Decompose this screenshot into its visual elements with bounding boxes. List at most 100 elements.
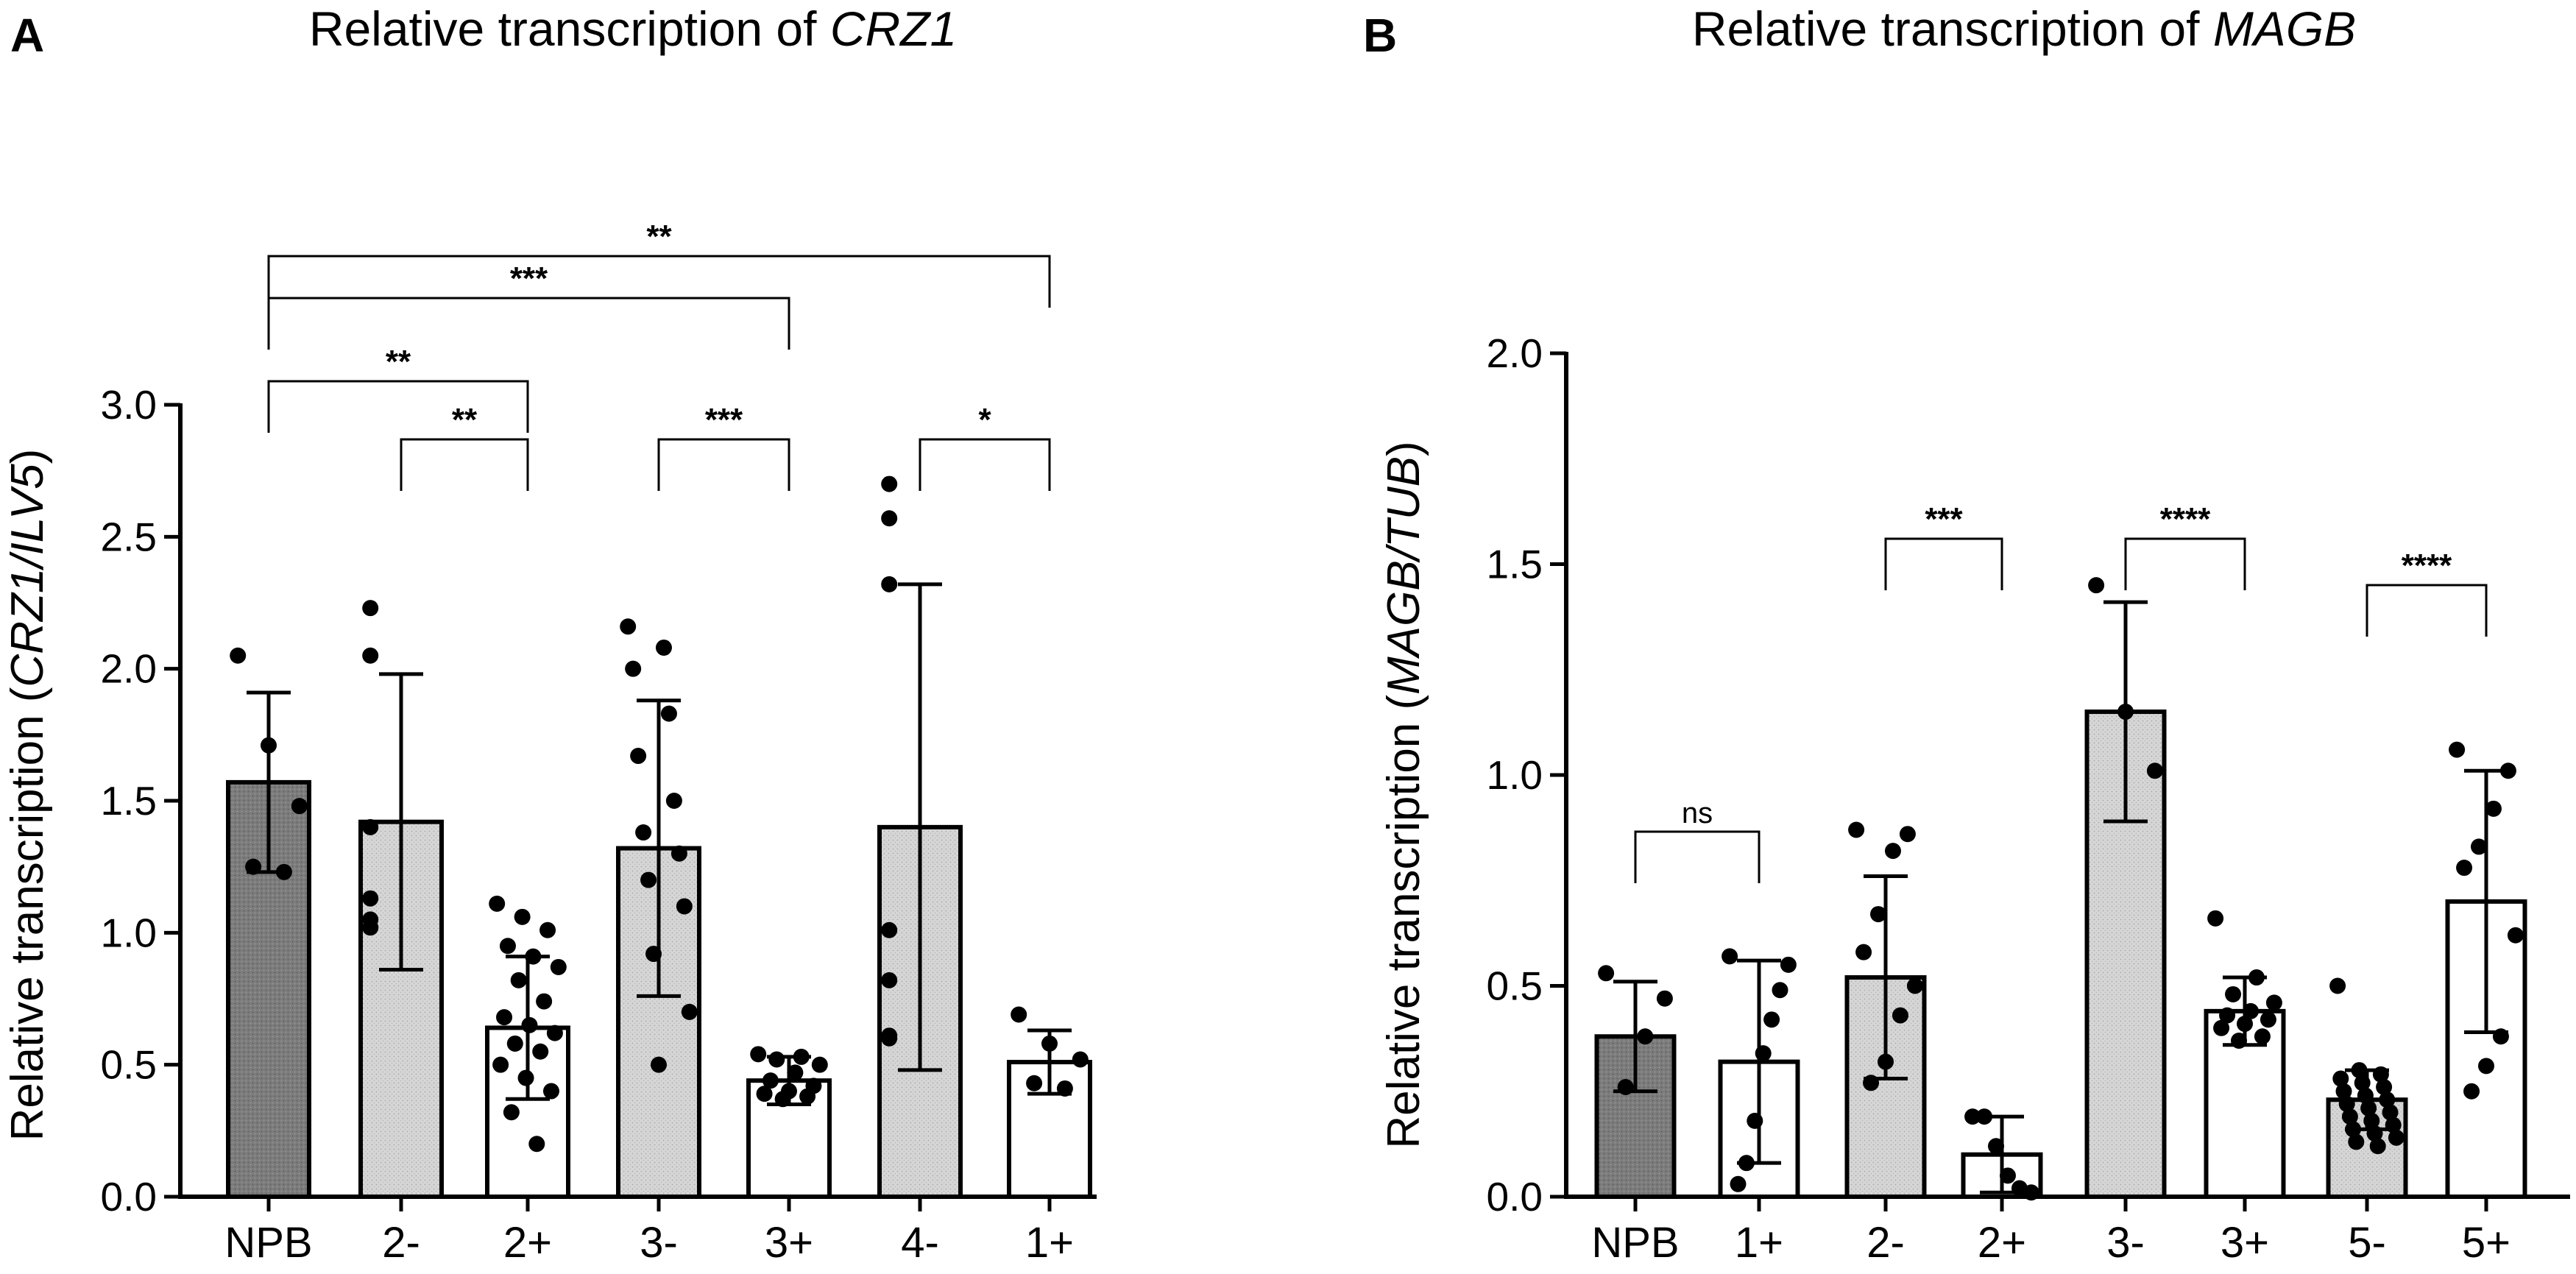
panel-a-point-2-17 [528,1136,545,1153]
panel-b-point-6-18 [2348,1133,2365,1150]
panel-b-point-2-1 [1899,826,1916,843]
panel-a-ytick-label-2: 1.0 [101,910,157,955]
panel-a-category-label-5: 4- [901,1219,939,1267]
panel-a-point-2-4 [525,948,542,965]
panel-b-ylabel-ratio: MAGB/TUB [1379,456,1429,695]
panel-b-point-6-5 [2376,1079,2393,1096]
panel-a-title-gene: CRZ1 [830,1,957,56]
panel-b-point-5-5 [2219,1007,2236,1024]
panel-b-point-7-0 [2449,741,2466,758]
panel-a-ytick-label-6: 3.0 [101,382,157,428]
panel-b-point-5-6 [2260,1011,2276,1028]
panel-b-point-6-1 [2351,1062,2368,1079]
panel-b-point-2-2 [1884,843,1901,860]
panel-a-point-5-3 [881,921,898,938]
panel-a-sig-label-3: ** [452,402,478,438]
panel-a-point-2-13 [492,1056,509,1073]
panel-b-category-label-0: NPB [1591,1219,1679,1267]
panel-a-point-3-3 [660,705,677,722]
panel-b-point-0-1 [1656,990,1673,1007]
panel-b-point-6-9 [2338,1095,2355,1112]
panel-a-point-5-1 [881,510,898,527]
panel-a-point-4-3 [811,1056,828,1073]
panel-b-point-5-4 [2242,1002,2259,1019]
panel-b-point-2-8 [1863,1075,1880,1091]
panel-b-point-7-8 [2463,1083,2480,1100]
panel-b-point-6-11 [2382,1104,2399,1121]
panel-b-point-5-2 [2225,985,2242,1002]
panel-b-point-0-2 [1637,1028,1654,1045]
panel-a-ytick-label-0: 0.0 [101,1174,157,1220]
panel-a-point-1-0 [362,600,379,617]
panel-a-title: Relative transcription of CRZ1 [309,1,957,56]
panel-b-sig-label-0: ns [1682,797,1713,829]
panel-a-point-3-11 [681,1003,698,1020]
panel-a-point-3-6 [635,824,652,841]
panel-a-sig-bracket-5 [919,438,1051,491]
panel-a-point-5-6 [881,1030,898,1047]
panel-b-sig-label-3: **** [2402,548,2452,584]
panel-b-ytick-label-4: 2.0 [1487,330,1543,376]
panel-a-point-3-9 [676,898,693,915]
panel-b-point-1-7 [1730,1175,1747,1192]
panel-b-point-6-6 [2335,1083,2352,1100]
panel-a-sig-bracket-2 [267,380,529,433]
panel-a-point-2-10 [546,1024,563,1041]
panel-a-sig-bracket-1 [267,297,790,350]
panel-a-point-4-8 [756,1086,773,1103]
panel-b-point-2-7 [1878,1053,1894,1070]
panel-a-point-0-0 [230,647,247,664]
panel-b-point-3-0 [1964,1108,1981,1125]
panel-b-point-7-7 [2478,1058,2494,1075]
panel-a-title-text: Relative transcription of [309,1,830,56]
panel-a-point-0-4 [275,863,292,880]
panel-b-point-1-3 [1763,1011,1780,1028]
panel-a-point-3-7 [670,845,687,862]
panel-a-ytick-label-5: 2.5 [101,514,157,559]
panel-a-point-3-12 [651,1056,667,1073]
panel-b-point-7-6 [2492,1028,2509,1045]
panel-b-point-1-6 [1738,1155,1755,1172]
panel-a-point-5-4 [881,972,898,988]
panel-b-sig-bracket-1 [1884,537,2003,590]
panel-a-point-2-3 [499,938,516,955]
panel-a-category-label-2: 2+ [503,1219,552,1267]
panel-b-category-label-6: 5- [2348,1219,2386,1267]
panel-a-point-2-5 [550,958,567,975]
panel-b-ytick-label-0: 0.0 [1487,1174,1543,1220]
panel-a-point-6-1 [1041,1035,1058,1052]
panel-a-point-2-0 [489,895,506,912]
panel-b-ytick-label-2: 1.0 [1487,752,1543,798]
panel-b-point-5-3 [2265,994,2282,1011]
panel-a-point-2-1 [514,908,531,925]
panel-b-point-2-5 [1906,977,1923,994]
panel-b-ylabel-suffix: ) [1379,441,1429,456]
panel-a-category-label-3: 3- [640,1219,678,1267]
panel-b-point-6-3 [2332,1070,2349,1087]
panel-b-point-6-8 [2379,1091,2396,1108]
panel-a-point-5-0 [881,475,898,492]
panel-b-ytick-label-1: 0.5 [1487,963,1543,1009]
panel-b-sig-label-2: **** [2160,501,2211,537]
panel-b: B Relative transcription of MAGB Relativ… [1363,1,2570,1267]
panel-a-point-3-2 [625,660,642,677]
panel-a-point-6-2 [1072,1051,1089,1068]
panel-a-point-3-4 [630,748,647,765]
panel-b-point-1-5 [1747,1112,1763,1129]
panel-a-sig-label-4: *** [705,402,743,438]
panel-b-point-5-9 [2254,1028,2271,1045]
panel-a-letter: A [10,9,44,62]
panel-b-point-1-1 [1780,956,1797,973]
panel-b-point-7-1 [2499,762,2516,779]
panel-a-sig-label-1: *** [510,261,548,297]
panel-b-point-5-8 [2213,1019,2230,1036]
panel-b-point-5-7 [2237,1016,2253,1033]
panel-a-category-label-1: 2- [382,1219,420,1267]
panel-b-ylabel: Relative transcription (MAGB/TUB) [1379,441,1429,1148]
panel-a-point-6-4 [1056,1080,1073,1097]
panel-a-ytick-label-1: 0.5 [101,1042,157,1088]
panel-b-point-2-6 [1892,1007,1908,1024]
panel-a-ylabel-ratio: CRZ1/ILV5 [2,464,53,687]
panel-b-point-7-4 [2456,860,2473,877]
